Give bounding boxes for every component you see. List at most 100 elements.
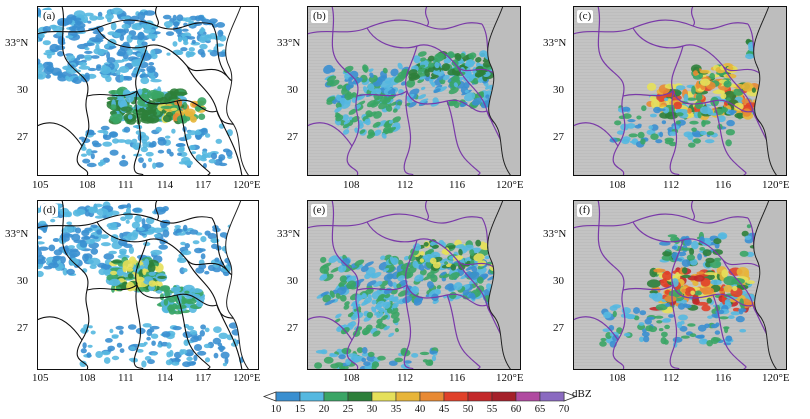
lon-label-b-108: 108 <box>343 179 360 191</box>
colorbar-swatch <box>491 391 517 402</box>
colorbar-tick-label: 25 <box>342 404 354 415</box>
colorbar-swatch <box>275 391 301 402</box>
lat-label-e-27: 27 <box>287 322 298 334</box>
colorbar-swatches <box>262 391 578 402</box>
coastline <box>225 200 259 370</box>
colorbar-swatch <box>515 391 541 402</box>
lon-label-f-120: 120°E <box>762 372 790 384</box>
lon-label-c-108: 108 <box>609 179 626 191</box>
map-frame <box>307 6 521 176</box>
colorbar-tick-label: 40 <box>414 404 426 415</box>
lon-label-e-120: 120°E <box>496 372 524 384</box>
panel-tag-c: (c) <box>577 10 594 23</box>
map-panel-b <box>307 6 521 176</box>
colorbar-unit: dBZ <box>572 388 592 400</box>
colorbar-left-arrow <box>262 391 277 402</box>
coastline <box>487 6 521 176</box>
panel-tag-f: (f) <box>577 204 592 217</box>
lon-label-b-120: 120°E <box>496 179 524 191</box>
colorbar-tick-label: 50 <box>462 404 474 415</box>
colorbar-swatch <box>299 391 325 402</box>
lon-label-a-114: 114 <box>157 179 174 191</box>
colorbar-tick-label: 15 <box>294 404 306 415</box>
lat-label-c-30: 30 <box>553 84 564 96</box>
panel-tag-d: (d) <box>41 204 58 217</box>
province-boundaries <box>573 200 787 370</box>
map-frame <box>573 200 787 370</box>
province-boundaries <box>37 6 259 176</box>
lon-label-d-117: 117 <box>195 372 212 384</box>
map-frame <box>307 200 521 370</box>
colorbar-tick-label: 55 <box>486 404 498 415</box>
lon-label-c-116: 116 <box>715 179 732 191</box>
reflectivity-echoes <box>37 7 233 169</box>
lon-label-e-116: 116 <box>449 372 466 384</box>
lat-label-e-30: 30 <box>287 275 298 287</box>
lon-label-a-105: 105 <box>32 179 49 191</box>
lon-label-f-108: 108 <box>609 372 626 384</box>
panel-tag-a: (a) <box>41 10 58 23</box>
lat-label-e-33: 33°N <box>277 228 301 240</box>
lat-label-c-33: 33°N <box>543 37 567 49</box>
colorbar-tick-label: 65 <box>534 404 546 415</box>
colorbar-swatch <box>443 391 469 402</box>
coastline <box>487 200 521 370</box>
coastline <box>225 6 259 176</box>
colorbar-swatch <box>467 391 493 402</box>
lon-label-e-112: 112 <box>397 372 414 384</box>
map-d <box>37 200 259 370</box>
lat-label-b-27: 27 <box>287 131 298 143</box>
lon-label-d-120: 120°E <box>233 372 261 384</box>
colorbar-swatch <box>371 391 397 402</box>
lon-label-e-108: 108 <box>343 372 360 384</box>
lat-label-c-27: 27 <box>553 131 564 143</box>
map-panel-c <box>573 6 787 176</box>
lat-label-f-33: 33°N <box>543 228 567 240</box>
lat-label-a-30: 30 <box>17 84 28 96</box>
lon-label-d-105: 105 <box>32 372 49 384</box>
lon-label-a-111: 111 <box>118 179 134 191</box>
lon-label-f-112: 112 <box>663 372 680 384</box>
map-b <box>307 6 521 176</box>
map-frame <box>37 6 259 176</box>
map-a <box>37 6 259 176</box>
colorbar-swatch <box>419 391 445 402</box>
map-frame <box>573 6 787 176</box>
colorbar-tick-label: 20 <box>318 404 330 415</box>
colorbar-tick-label: 35 <box>390 404 402 415</box>
colorbar-tick-label: 60 <box>510 404 522 415</box>
colorbar-swatch <box>347 391 373 402</box>
map-panel-d <box>37 200 259 370</box>
lat-label-a-27: 27 <box>17 131 28 143</box>
lat-label-f-27: 27 <box>553 322 564 334</box>
colorbar-tick-label: 10 <box>270 404 282 415</box>
map-panel-e <box>307 200 521 370</box>
lon-label-c-120: 120°E <box>762 179 790 191</box>
coastline <box>753 200 787 370</box>
colorbar: 10 15 20 25 30 35 40 45 50 55 60 65 70 <box>262 390 582 419</box>
map-panel-f <box>573 200 787 370</box>
reflectivity-echoes <box>323 50 512 139</box>
lon-label-b-116: 116 <box>449 179 466 191</box>
lon-label-a-117: 117 <box>195 179 212 191</box>
map-f <box>573 200 787 370</box>
lat-label-d-33: 33°N <box>5 228 29 240</box>
lon-label-a-108: 108 <box>79 179 96 191</box>
hatching <box>307 7 521 174</box>
lon-label-d-111: 111 <box>118 372 134 384</box>
lat-label-b-33: 33°N <box>277 37 301 49</box>
lat-label-d-27: 27 <box>17 322 28 334</box>
lon-label-d-108: 108 <box>79 372 96 384</box>
colorbar-swatch <box>539 391 565 402</box>
colorbar-tick-label: 45 <box>438 404 450 415</box>
lon-label-c-112: 112 <box>663 179 680 191</box>
map-c <box>573 6 787 176</box>
lon-label-d-114: 114 <box>157 372 174 384</box>
lon-label-f-116: 116 <box>715 372 732 384</box>
colorbar-swatch <box>323 391 349 402</box>
coastline <box>753 6 787 176</box>
map-frame <box>37 200 259 370</box>
lon-label-b-112: 112 <box>397 179 414 191</box>
map-e <box>307 200 521 370</box>
map-panel-a <box>37 6 259 176</box>
